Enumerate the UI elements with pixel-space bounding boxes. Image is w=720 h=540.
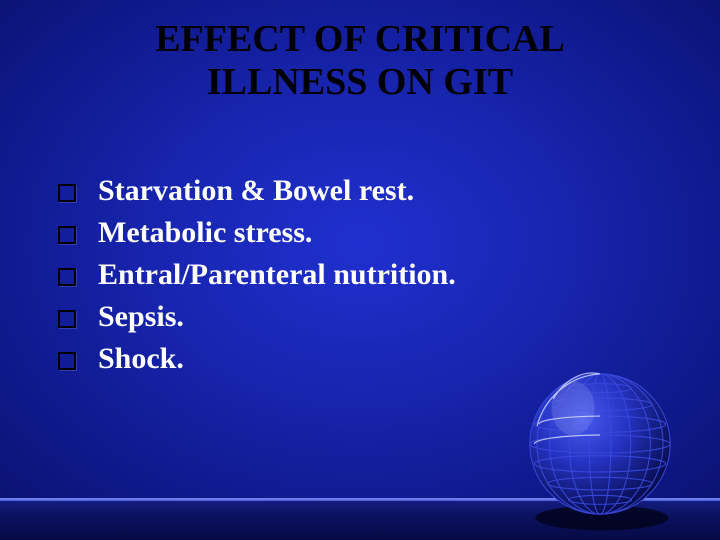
bullet-list: Starvation & Bowel rest. Metabolic stres… [58, 174, 456, 384]
list-item: Shock. [58, 342, 456, 376]
slide: EFFECT OF CRITICAL ILLNESS ON GIT Starva… [0, 0, 720, 540]
list-item: Entral/Parenteral nutrition. [58, 258, 456, 292]
title-line1: EFFECT OF CRITICAL [155, 18, 565, 60]
list-item: Starvation & Bowel rest. [58, 174, 456, 208]
bullet-text: Entral/Parenteral nutrition. [98, 258, 456, 292]
square-bullet-icon [58, 352, 76, 370]
list-item: Sepsis. [58, 300, 456, 334]
bullet-text: Shock. [98, 342, 184, 376]
square-bullet-icon [58, 184, 76, 202]
globe-icon [510, 354, 690, 534]
square-bullet-icon [58, 226, 76, 244]
title-line2: ILLNESS ON GIT [207, 61, 513, 103]
bullet-text: Starvation & Bowel rest. [98, 174, 414, 208]
square-bullet-icon [58, 268, 76, 286]
square-bullet-icon [58, 310, 76, 328]
bullet-text: Metabolic stress. [98, 216, 312, 250]
slide-title: EFFECT OF CRITICAL ILLNESS ON GIT [0, 18, 720, 103]
list-item: Metabolic stress. [58, 216, 456, 250]
bullet-text: Sepsis. [98, 300, 184, 334]
